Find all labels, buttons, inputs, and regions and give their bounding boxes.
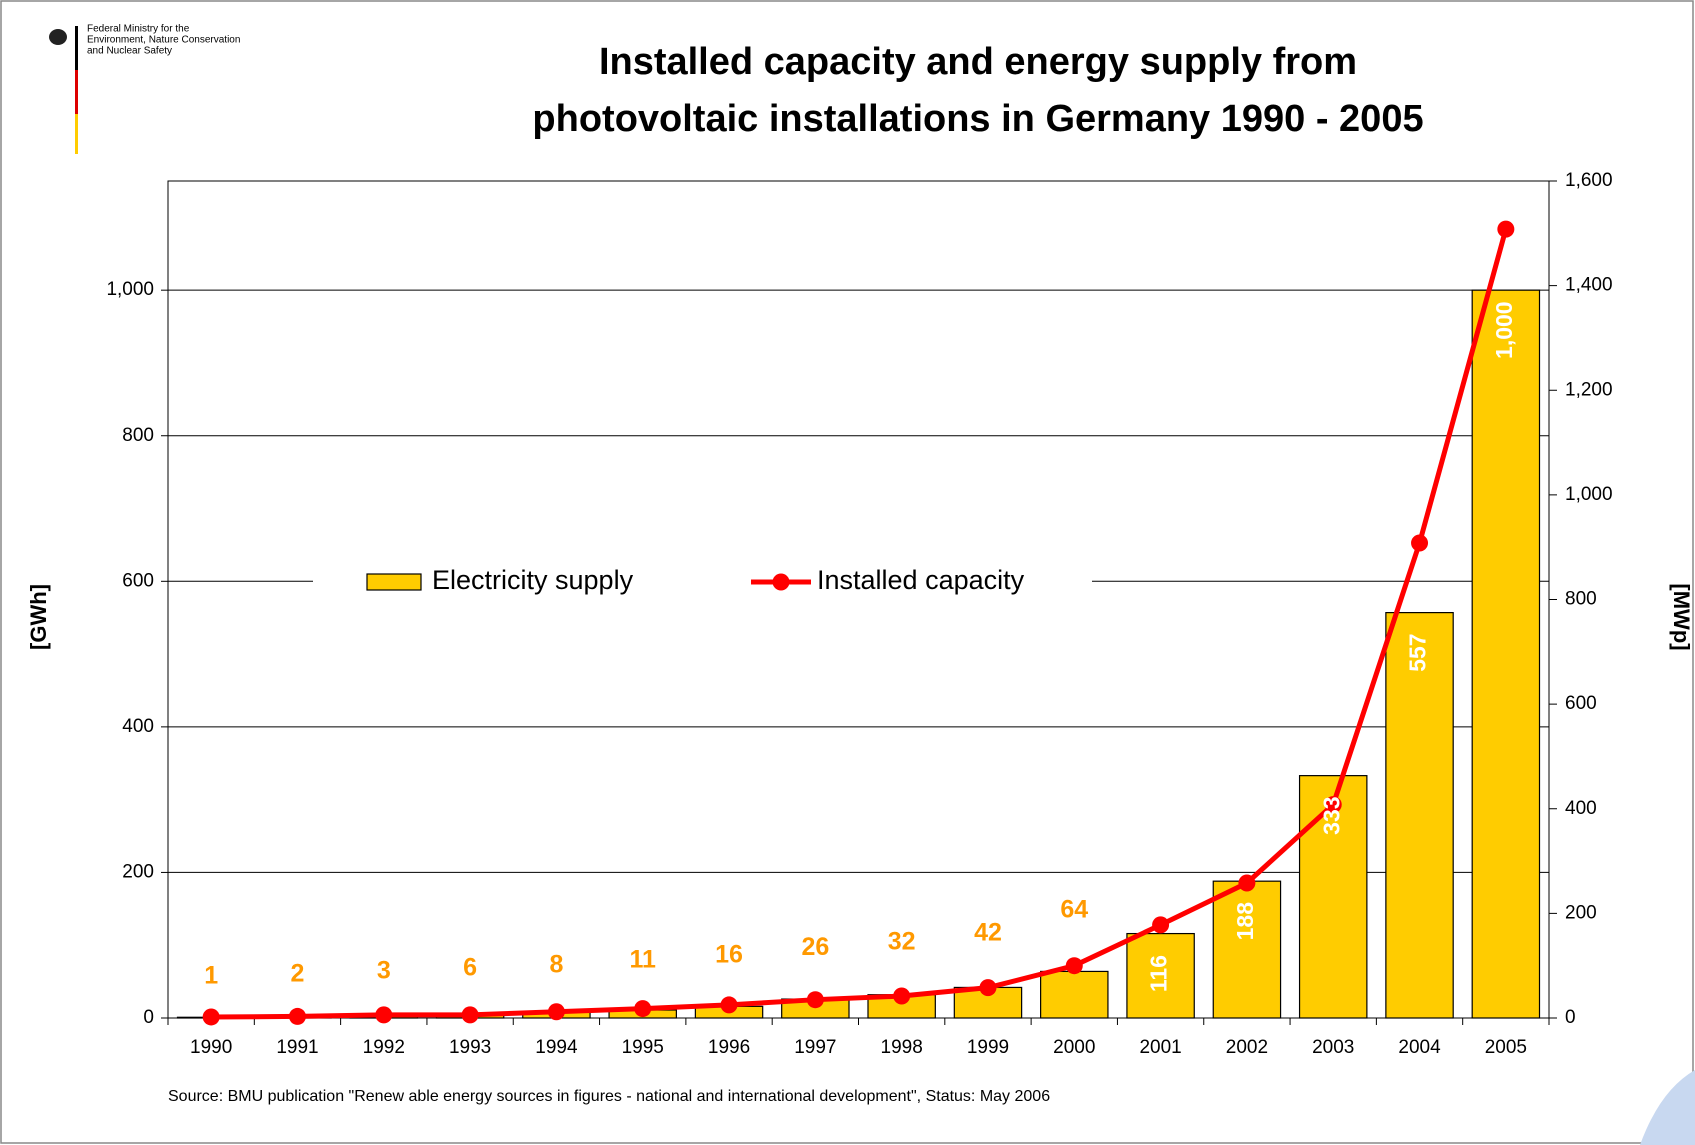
line-point [1497, 220, 1515, 238]
data-label: 3 [377, 956, 391, 984]
data-label: 8 [549, 950, 563, 978]
data-label: 6 [463, 954, 477, 982]
line-point [634, 1000, 652, 1018]
data-label: 26 [801, 933, 829, 961]
line-point [375, 1006, 393, 1024]
y-tick-label: 0 [143, 1007, 154, 1028]
source-note: Source: BMU publication "Renew able ener… [168, 1088, 1050, 1105]
line-point [1065, 957, 1083, 975]
line-point [720, 996, 738, 1014]
line-point [979, 979, 997, 997]
x-tick-label: 1995 [622, 1037, 664, 1058]
bar [1298, 775, 1368, 1019]
data-label: 64 [1060, 895, 1088, 923]
y2-tick-label: 600 [1565, 693, 1597, 714]
x-tick-label: 1994 [535, 1037, 578, 1058]
y-tick-label: 600 [122, 570, 154, 591]
data-label: 1 [204, 962, 218, 990]
chart-title: Installed capacity and energy supply fro… [599, 41, 1357, 83]
x-tick-label: 1999 [967, 1037, 1009, 1058]
data-label: 1,000 [1491, 301, 1517, 359]
y-tick-label: 400 [122, 716, 154, 737]
y2-tick-label: 1,600 [1565, 170, 1613, 191]
data-label: 2 [291, 960, 305, 988]
y-tick-label: 800 [122, 425, 154, 446]
line [211, 228, 1509, 1020]
line-point [461, 1006, 479, 1024]
data-label: 188 [1232, 902, 1258, 941]
y2-tick-label: 1,000 [1565, 484, 1613, 505]
bar [1471, 289, 1541, 1019]
y2-tick-label: 200 [1565, 902, 1597, 923]
y2-tick-label: 800 [1565, 589, 1597, 610]
data-label: 557 [1405, 633, 1431, 671]
x-tick-label: 1998 [881, 1037, 923, 1058]
line-point [288, 1007, 306, 1025]
bar [1385, 612, 1454, 1019]
data-label: 116 [1146, 955, 1172, 992]
data-label: 32 [888, 927, 916, 955]
data-label: 11 [630, 946, 657, 974]
line-point [1152, 916, 1170, 934]
logo-text: and Nuclear Safety [87, 46, 172, 57]
line-point [202, 1008, 220, 1026]
bar [1212, 880, 1282, 1019]
x-tick-label: 1991 [276, 1037, 318, 1058]
logo-text: Environment, Nature Conservation [87, 35, 240, 46]
x-tick-label: 2000 [1053, 1037, 1095, 1058]
y-tick-label: 200 [122, 861, 154, 882]
data-label: 16 [715, 941, 743, 969]
legend-swatch [366, 573, 422, 591]
y2-tick-label: 400 [1565, 798, 1597, 819]
y2-axis-label: [MWp] [1669, 583, 1694, 650]
flag-black [75, 26, 78, 70]
flag-gold [75, 114, 78, 154]
decor-swoosh [1640, 1070, 1695, 1145]
line-point [1238, 874, 1256, 892]
x-tick-label: 2004 [1398, 1037, 1441, 1058]
x-tick-label: 2002 [1226, 1037, 1268, 1058]
x-tick-label: 2001 [1139, 1037, 1181, 1058]
line-point [547, 1003, 565, 1021]
line-point [1411, 534, 1429, 552]
y2-tick-label: 1,200 [1565, 379, 1613, 400]
x-tick-label: 2005 [1485, 1037, 1527, 1058]
chart-title: photovoltaic installations in Germany 19… [532, 98, 1423, 140]
logo-text: Federal Ministry for the [87, 24, 190, 35]
bar [1040, 970, 1109, 1019]
legend-marker [772, 573, 790, 591]
y-axis-label: [GWh] [26, 584, 51, 650]
x-tick-label: 2003 [1312, 1037, 1354, 1058]
line-point [893, 987, 911, 1005]
x-tick-label: 1996 [708, 1037, 750, 1058]
line-point [1324, 796, 1342, 814]
flag-red [75, 70, 78, 114]
line-point [806, 991, 824, 1009]
y2-tick-label: 0 [1565, 1007, 1576, 1028]
bar [1126, 932, 1195, 1019]
legend-label: Electricity supply [432, 565, 634, 595]
y-tick-label: 1,000 [106, 279, 154, 300]
x-tick-label: 1992 [363, 1037, 405, 1058]
y2-tick-label: 1,400 [1565, 275, 1613, 296]
data-label: 333 [1318, 796, 1344, 834]
data-label: 42 [974, 919, 1002, 947]
eagle [49, 29, 67, 45]
x-tick-label: 1993 [449, 1037, 491, 1058]
legend-label: Installed capacity [817, 565, 1025, 595]
logo: Federal Ministry for the Environment, Na… [49, 24, 240, 154]
x-tick-label: 1990 [190, 1037, 232, 1058]
x-tick-label: 1997 [794, 1037, 836, 1058]
